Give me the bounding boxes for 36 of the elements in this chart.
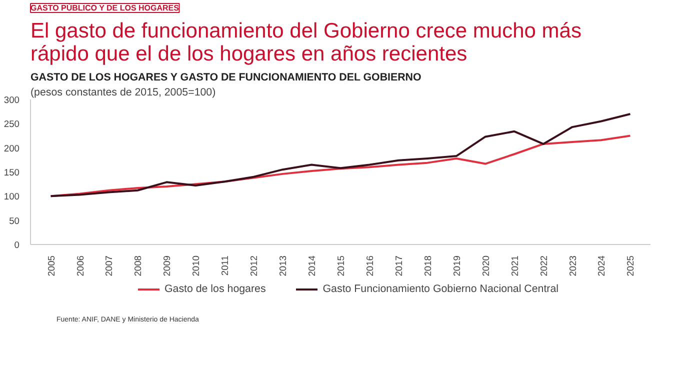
x-tick-label: 2018 <box>422 255 433 276</box>
x-tick-label: 2012 <box>249 255 260 276</box>
y-tick-label: 0 <box>14 240 20 250</box>
x-tick-label: 2019 <box>452 255 462 276</box>
chart-subtitle: GASTO DE LOS HOGARES Y GASTO DE FUNCIONAMIENTO DEL GOBIERNO <box>30 72 422 84</box>
x-tick-label: 2016 <box>364 255 375 276</box>
y-tick-label: 100 <box>4 192 20 202</box>
x-tick-label: 2009 <box>162 255 172 276</box>
legend-label: Gasto de los hogares <box>164 283 266 295</box>
x-tick-label: 2014 <box>307 255 318 276</box>
x-tick-label: 2025 <box>626 255 636 276</box>
x-tick-label: 2011 <box>220 255 230 276</box>
x-tick-label: 2017 <box>394 255 404 276</box>
line-series <box>50 113 632 198</box>
x-tick-label: 2022 <box>538 255 549 276</box>
x-tick-label: 2021 <box>510 255 520 276</box>
x-tick-label: 2005 <box>46 255 56 276</box>
x-tick-label: 2010 <box>191 255 202 276</box>
x-tick-label: 2023 <box>568 255 578 276</box>
x-tick-label: 2006 <box>75 255 86 276</box>
text: GASTO PÚBLICO Y DE LOS HOGARES <box>30 2 180 12</box>
x-tick-label: 2024 <box>596 255 607 276</box>
chart-title: El gasto de funcionamiento del Gobierno crece mucho más rápido que el de los hogares en años recientes <box>30 20 582 66</box>
x-tick-label: 2013 <box>278 255 288 276</box>
line-series <box>50 134 632 198</box>
x-tick-label: 2020 <box>480 255 491 276</box>
y-tick-label: 200 <box>4 143 20 154</box>
legend-label: Gasto Funcionamiento Gobierno Nacional Central <box>322 283 559 295</box>
y-tick-label: 250 <box>4 119 20 130</box>
y-tick-label: 300 <box>4 95 20 105</box>
y-tick-label: 50 <box>9 216 20 226</box>
x-tick-label: 2015 <box>336 255 346 276</box>
x-tick-label: 2007 <box>104 255 114 276</box>
y-axis-title: (pesos constantes de 2015, 2005=100) <box>30 86 216 98</box>
y-tick-label: 150 <box>4 168 20 178</box>
x-tick-label: 2008 <box>133 255 144 276</box>
